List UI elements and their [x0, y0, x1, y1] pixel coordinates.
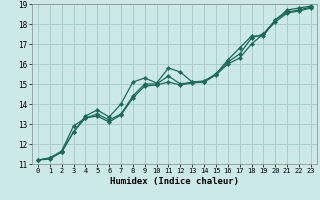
X-axis label: Humidex (Indice chaleur): Humidex (Indice chaleur) [110, 177, 239, 186]
